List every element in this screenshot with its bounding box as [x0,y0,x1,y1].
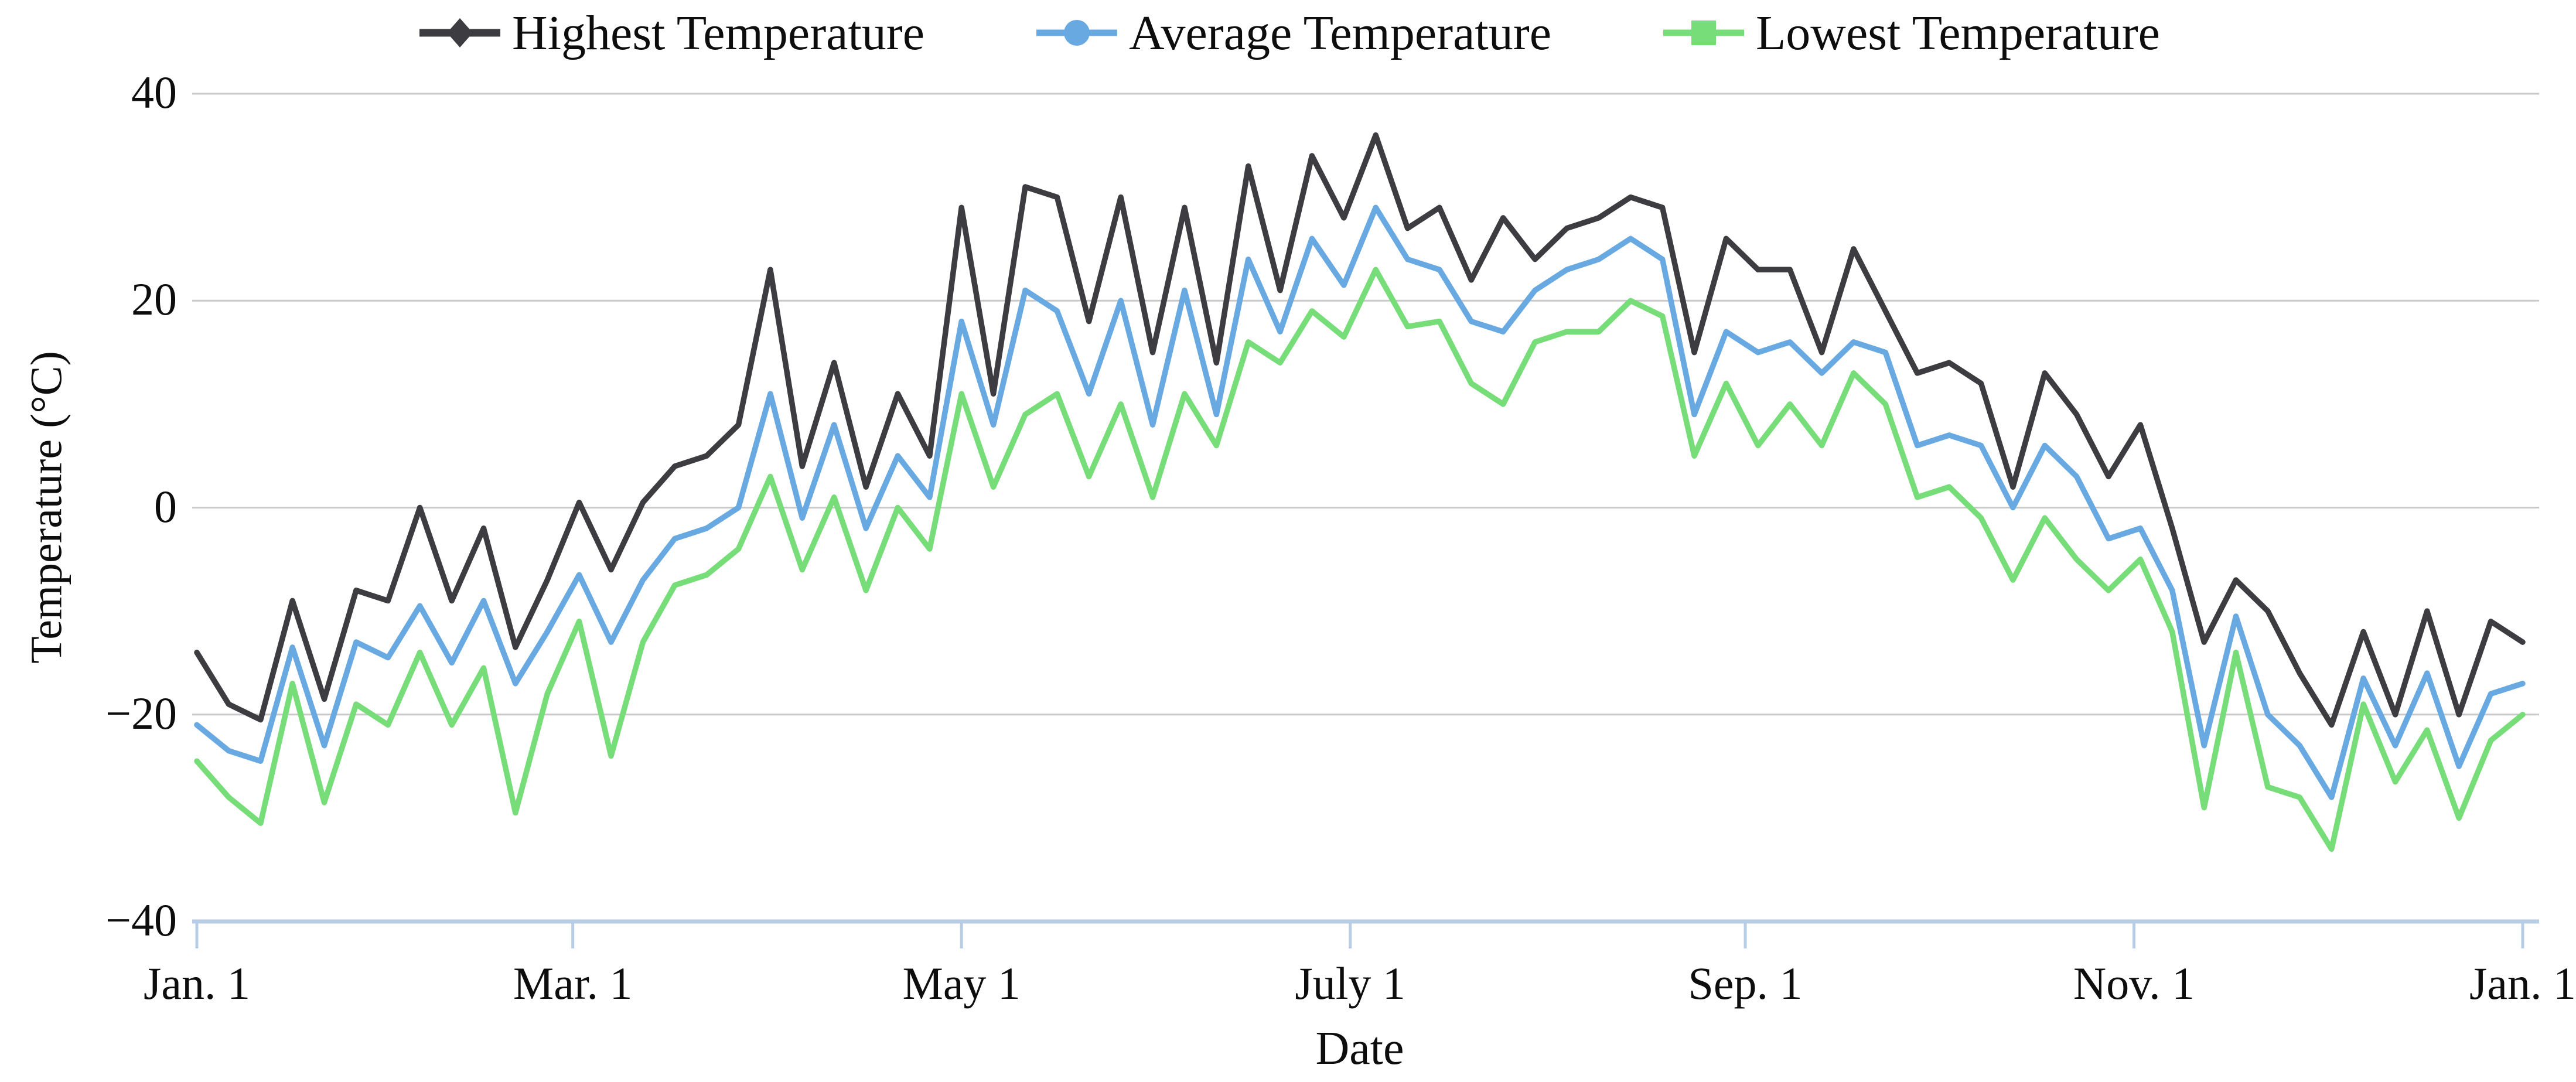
x-tick-label: Sep. 1 [1688,958,1803,1009]
x-tick-label: May 1 [902,958,1021,1009]
y-tick-label: 20 [131,274,177,325]
circle-marker-icon [1036,20,1118,46]
x-axis-title: Date [1315,1023,1404,1074]
series-line-highest [194,132,2526,728]
legend-item-lowest: Lowest Temperature [1660,4,2160,62]
x-tick-label: Jan. 1 [2469,958,2576,1009]
series-line-lowest [194,267,2526,852]
y-tick-label: −40 [105,895,177,946]
chart-legend: Highest Temperature Average Temperature … [0,4,2576,62]
legend-item-average: Average Temperature [1033,4,1551,62]
x-tick-label: Mar. 1 [513,958,633,1009]
legend-label-average: Average Temperature [1129,5,1551,60]
legend-label-highest: Highest Temperature [512,5,925,60]
legend-label-lowest: Lowest Temperature [1755,5,2160,60]
square-marker-icon [1663,21,1744,45]
x-tick-label: Nov. 1 [2073,958,2195,1009]
series-line-average [194,204,2526,800]
legend-item-highest: Highest Temperature [416,4,924,62]
y-tick-label: 40 [131,67,177,118]
x-tick-label: July 1 [1295,958,1405,1009]
x-tick-label: Jan. 1 [144,958,250,1009]
y-tick-label: −20 [105,687,177,739]
y-tick-label: 0 [154,480,177,532]
diamond-marker-icon [419,18,501,47]
